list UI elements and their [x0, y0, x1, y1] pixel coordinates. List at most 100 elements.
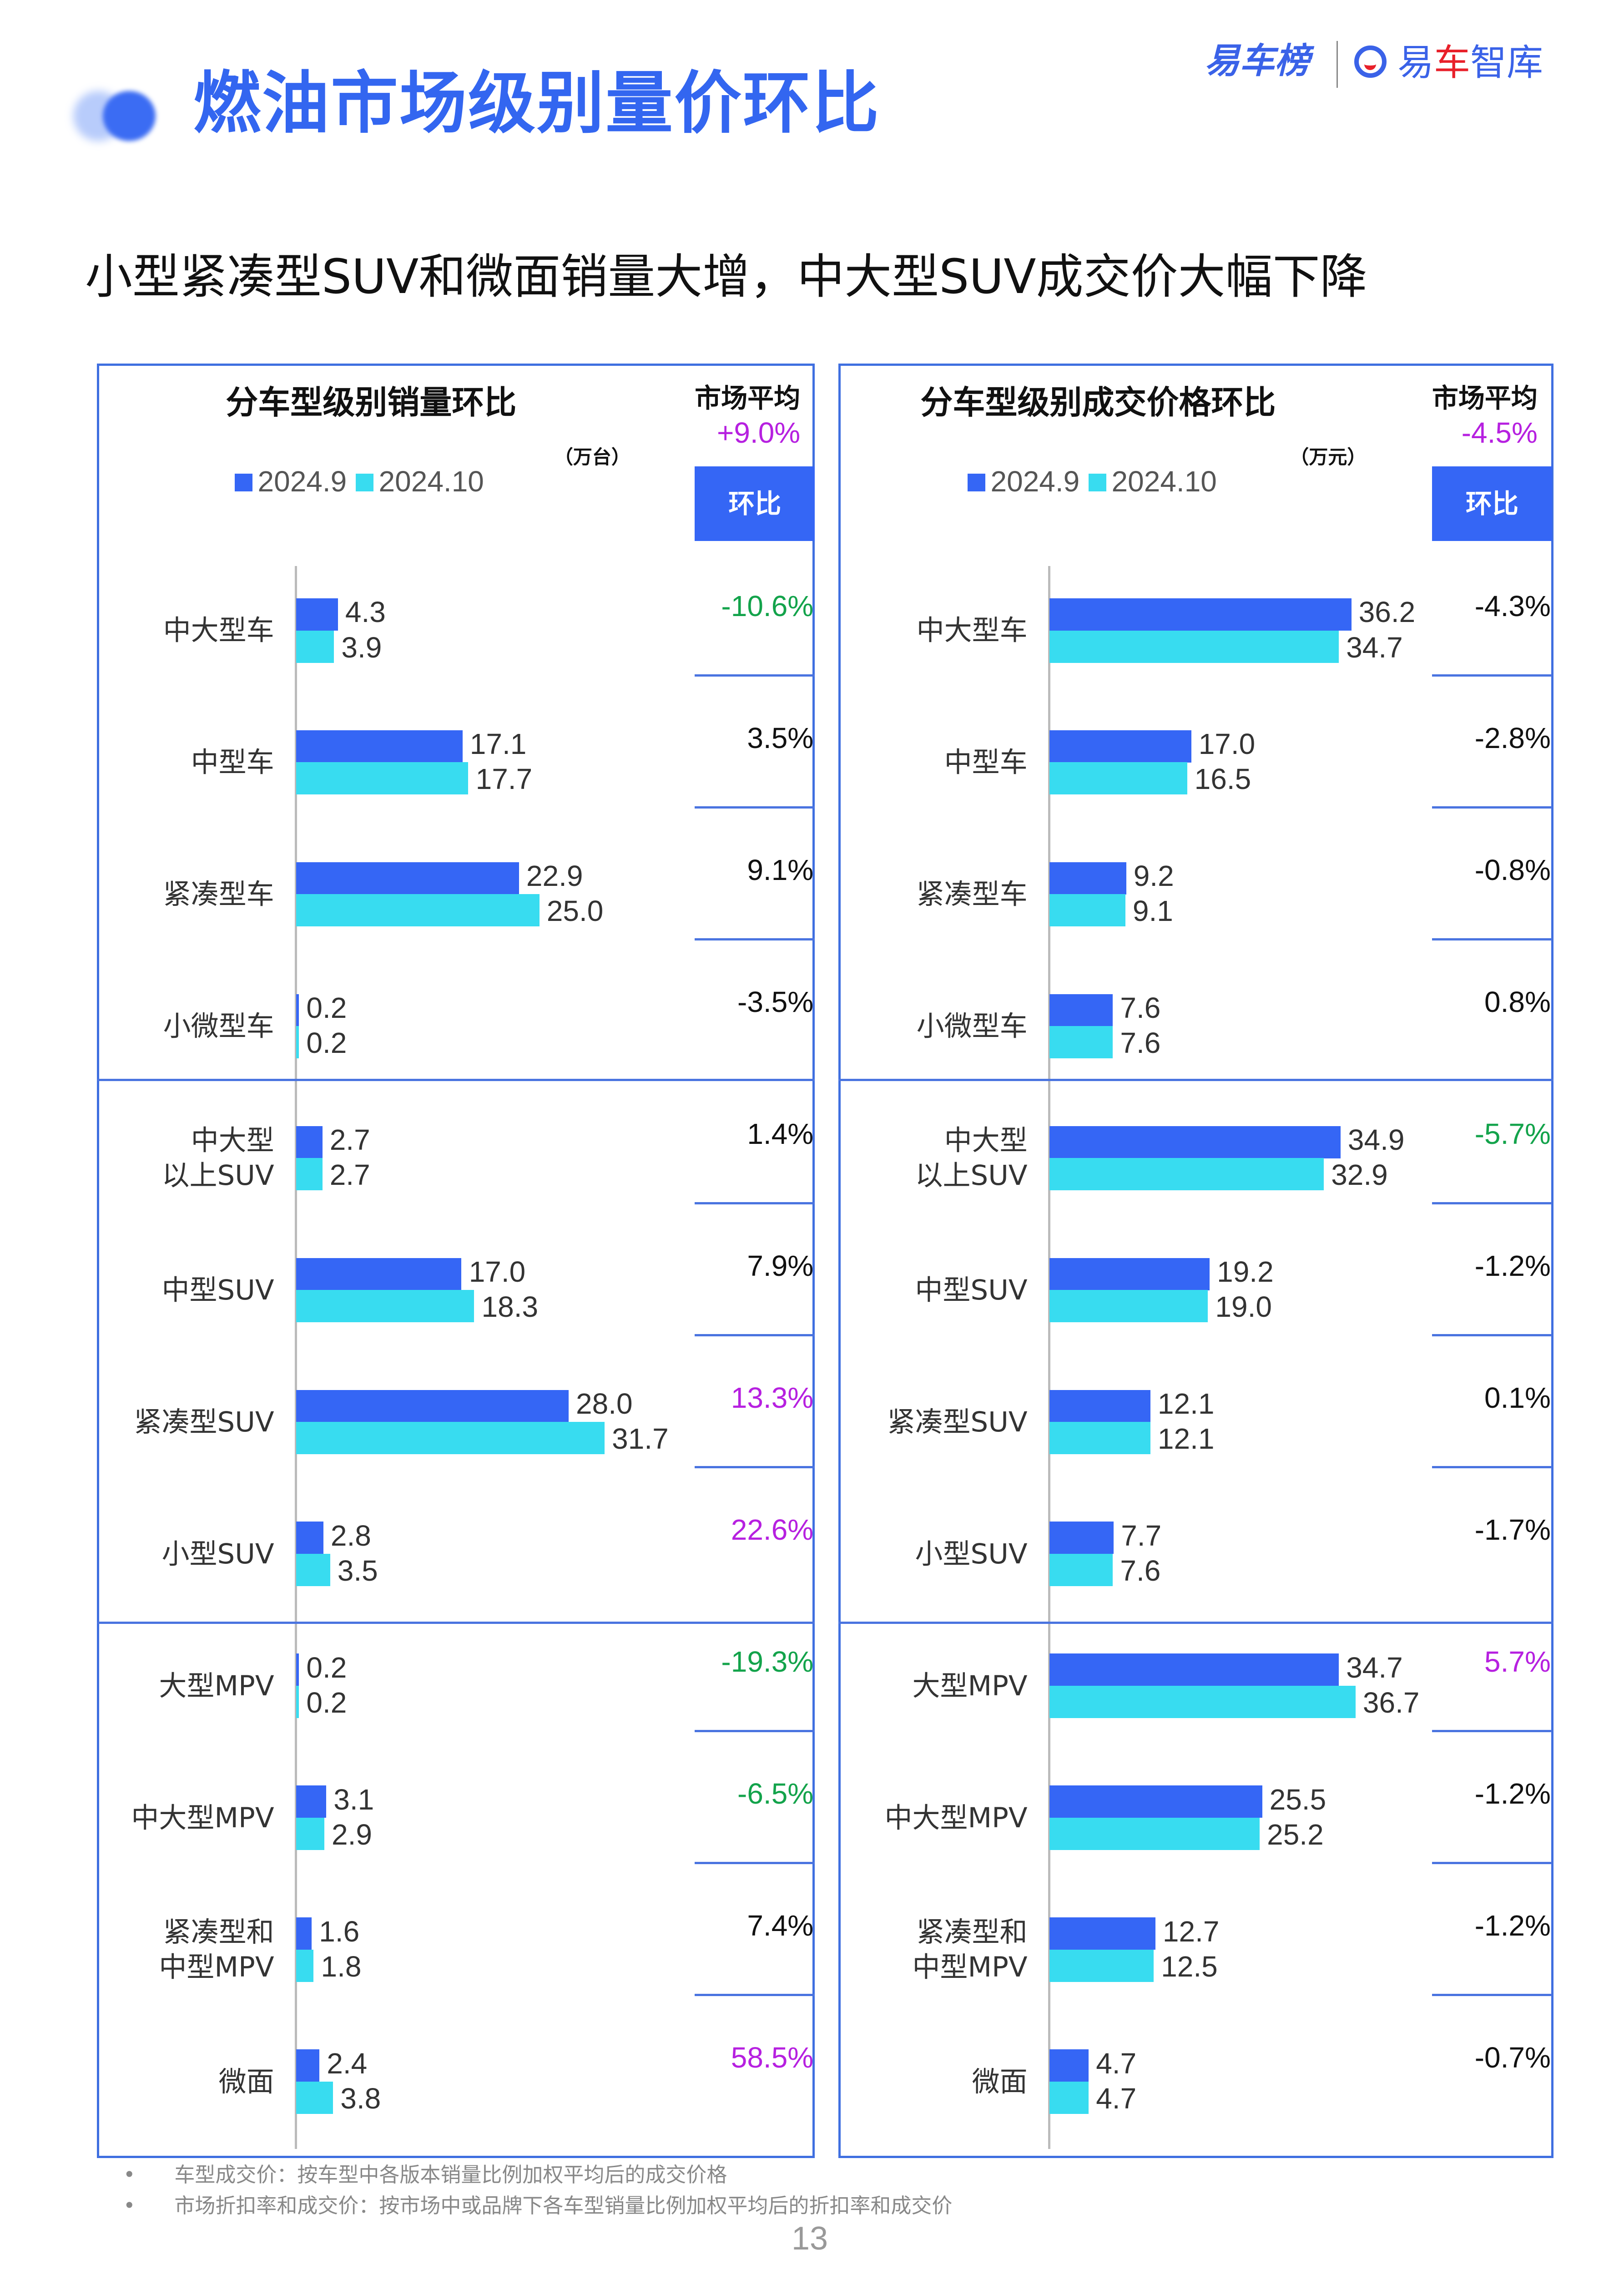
bar-2024-10	[296, 1554, 330, 1587]
category-label: 小型SUV	[915, 1537, 1028, 1570]
row-divider	[1432, 938, 1553, 941]
data-label-2024-9: 17.0	[469, 1255, 526, 1288]
chart-title: 分车型级别成交价格环比	[920, 384, 1276, 422]
data-label-2024-9: 4.3	[345, 596, 386, 629]
data-label-2024-10: 9.1	[1132, 895, 1173, 928]
bar-2024-10	[296, 1950, 314, 1982]
data-label-2024-9: 34.7	[1346, 1651, 1403, 1684]
data-label-2024-10: 34.7	[1346, 631, 1403, 664]
row-divider	[695, 1861, 815, 1864]
group-divider	[96, 1079, 815, 1082]
bar-2024-9	[296, 2049, 320, 2082]
change-value: -3.5%	[737, 986, 814, 1019]
category-label: 大型MPV	[912, 1669, 1028, 1702]
market-average-value: +9.0%	[716, 416, 801, 449]
data-label-2024-10: 25.0	[546, 895, 604, 928]
bar-2024-10	[296, 762, 469, 795]
data-label-2024-10: 7.6	[1120, 1026, 1161, 1060]
data-label-2024-9: 7.6	[1120, 991, 1161, 1025]
market-average-label: 市场平均	[695, 382, 801, 414]
data-label-2024-9: 12.7	[1162, 1915, 1220, 1948]
row-divider	[1432, 1730, 1553, 1732]
change-value: 13.3%	[731, 1381, 814, 1415]
page-subtitle: 小型紧凑型SUV和微面销量大增，中大型SUV成交价大幅下降	[85, 249, 1367, 304]
bar-2024-9	[296, 730, 463, 763]
bar-2024-10	[1049, 630, 1339, 663]
category-label: 中型SUV	[915, 1274, 1028, 1306]
bar-2024-9	[1049, 1653, 1339, 1686]
bar-2024-10	[296, 1026, 299, 1059]
data-label-2024-9: 0.2	[306, 1651, 347, 1684]
row-divider	[1432, 1202, 1553, 1204]
data-label-2024-10: 0.2	[306, 1026, 347, 1060]
page-title: 燃油市场级别量价环比	[193, 64, 880, 142]
data-label-2024-10: 3.9	[341, 631, 382, 664]
change-value: 0.1%	[1484, 1381, 1551, 1415]
market-average-label: 市场平均	[1432, 382, 1538, 414]
bar-2024-9	[1049, 598, 1352, 631]
category-label: 紧凑型和 中型MPV	[912, 1916, 1028, 1983]
data-label-2024-10: 36.7	[1362, 1686, 1420, 1719]
change-value: -10.6%	[721, 590, 814, 623]
change-value: 7.4%	[747, 1909, 814, 1942]
bar-2024-10	[1049, 2082, 1089, 2114]
data-label-2024-9: 0.2	[306, 991, 347, 1025]
change-value: -6.5%	[737, 1777, 814, 1810]
data-label-2024-10: 16.5	[1194, 763, 1251, 796]
change-value: 58.5%	[731, 2041, 814, 2074]
bar-2024-10	[296, 1158, 323, 1191]
bar-2024-10	[296, 1686, 299, 1719]
group-divider	[838, 1621, 1554, 1624]
category-label: 紧凑型车	[163, 878, 274, 910]
legend-label: 2024.10	[1111, 465, 1217, 498]
bar-2024-9	[296, 1917, 312, 1950]
legend: 2024.9 2024.10	[967, 465, 1226, 498]
row-divider	[1432, 1466, 1553, 1468]
legend: 2024.9 2024.10	[234, 465, 493, 498]
bar-2024-10	[1049, 1818, 1260, 1850]
change-value: -0.7%	[1474, 2041, 1551, 2074]
bar-2024-10	[1049, 1026, 1113, 1059]
market-average-value: -4.5%	[1461, 416, 1538, 449]
bar-2024-9	[1049, 1785, 1262, 1818]
bar-2024-9	[296, 1258, 462, 1290]
data-label-2024-10: 18.3	[481, 1290, 539, 1324]
change-value: -1.7%	[1474, 1513, 1551, 1547]
data-label-2024-9: 2.8	[330, 1519, 371, 1552]
chart-title: 分车型级别销量环比	[226, 384, 517, 422]
change-value: 7.9%	[747, 1249, 814, 1283]
bar-2024-9	[1049, 1390, 1150, 1422]
legend-swatch	[355, 474, 373, 492]
page-number: 13	[792, 2220, 828, 2257]
bar-2024-9	[296, 1522, 323, 1554]
row-divider	[695, 1730, 815, 1732]
category-label: 紧凑型SUV	[887, 1405, 1028, 1438]
category-label: 中大型 以上SUV	[161, 1124, 274, 1192]
data-label-2024-9: 12.1	[1157, 1387, 1215, 1420]
row-divider	[1432, 1861, 1553, 1864]
data-label-2024-9: 1.6	[319, 1915, 360, 1948]
data-label-2024-9: 7.7	[1121, 1519, 1162, 1552]
row-divider	[695, 806, 815, 809]
row-divider	[695, 674, 815, 677]
data-label-2024-10: 4.7	[1096, 2082, 1137, 2115]
bar-2024-10	[296, 2082, 333, 2114]
category-label: 中型SUV	[161, 1274, 274, 1306]
footnote: • 车型成交价：按车型中各版本销量比例加权平均后的成交价格	[123, 2163, 727, 2187]
row-divider	[1432, 806, 1553, 809]
bar-2024-10	[296, 1422, 605, 1455]
bar-2024-10	[1049, 1554, 1113, 1587]
bar-2024-10	[296, 894, 540, 927]
change-value: -1.2%	[1474, 1777, 1551, 1810]
data-label-2024-9: 2.7	[329, 1123, 370, 1157]
data-label-2024-9: 17.0	[1198, 728, 1256, 761]
category-label: 小型SUV	[161, 1537, 274, 1570]
unit-label: （万元）	[1290, 445, 1367, 468]
change-value: 0.8%	[1484, 986, 1551, 1019]
category-label: 中大型 以上SUV	[915, 1124, 1028, 1192]
change-value: 1.4%	[747, 1117, 814, 1151]
category-label: 紧凑型和 中型MPV	[159, 1916, 274, 1983]
data-label-2024-10: 0.2	[306, 1686, 347, 1719]
row-divider	[695, 938, 815, 941]
data-label-2024-10: 2.7	[329, 1158, 370, 1192]
